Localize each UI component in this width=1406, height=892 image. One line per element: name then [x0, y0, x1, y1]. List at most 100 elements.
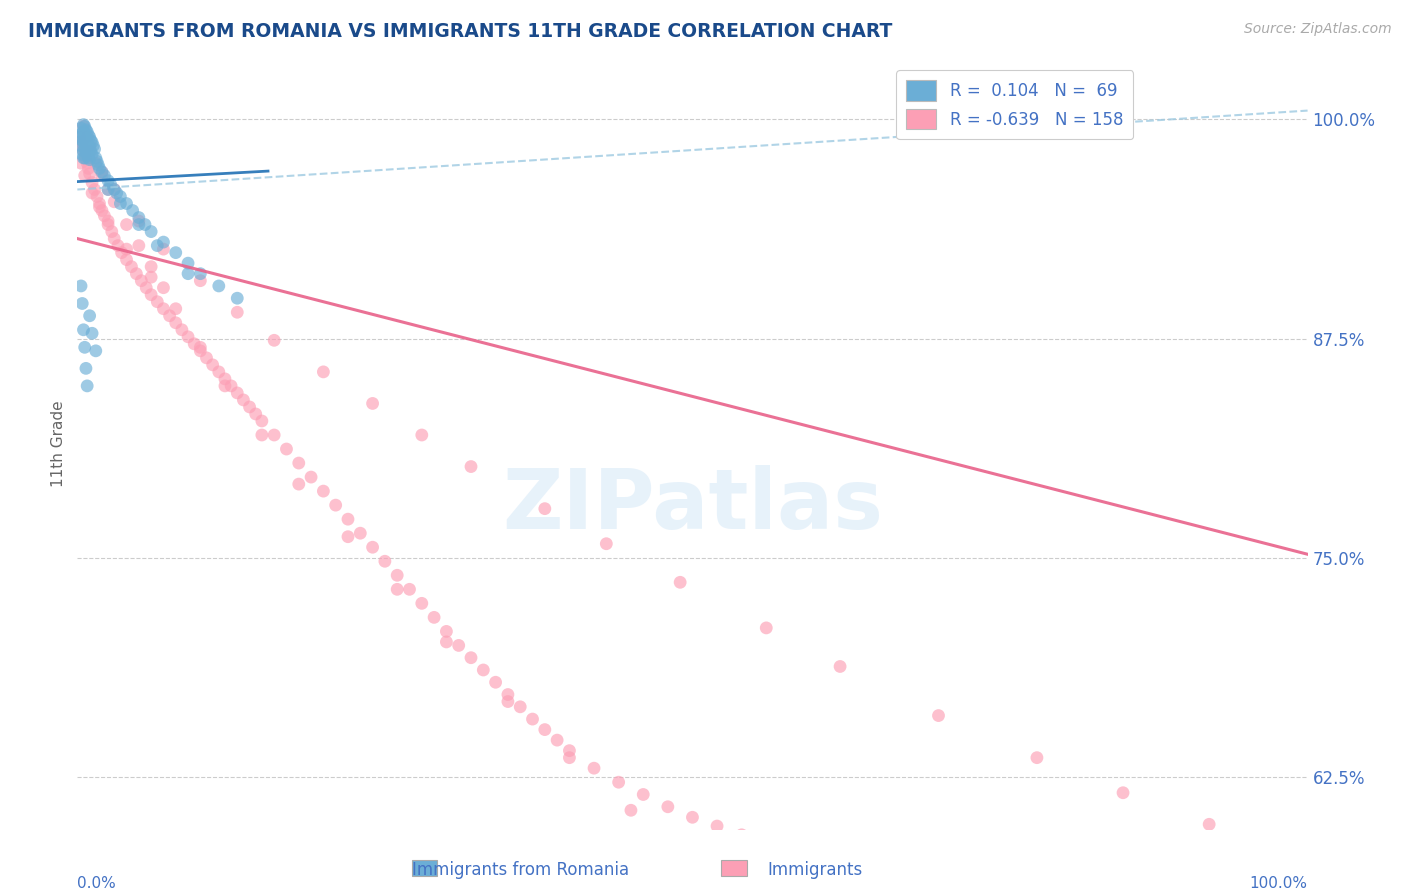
- Point: [90, 165, 114, 179]
- Point: [93, 169, 115, 183]
- Point: [97, 174, 120, 188]
- Point: [75, 144, 97, 158]
- Point: [72, 323, 94, 337]
- Point: [76, 147, 98, 161]
- Point: [73, 340, 96, 354]
- Point: [72, 151, 94, 165]
- Point: [1026, 750, 1049, 764]
- Point: [214, 372, 236, 386]
- Point: [1112, 786, 1135, 800]
- Point: [135, 281, 157, 295]
- Point: [1149, 879, 1171, 892]
- Point: [82, 176, 104, 190]
- Point: [374, 554, 396, 568]
- Point: [496, 694, 519, 708]
- Point: [69, 129, 91, 144]
- Point: [84, 156, 107, 170]
- Point: [83, 142, 105, 156]
- Point: [337, 530, 360, 544]
- Point: [165, 245, 187, 260]
- Point: [77, 151, 100, 165]
- Text: 100.0%: 100.0%: [1250, 876, 1308, 891]
- Point: [485, 675, 508, 690]
- Point: [77, 128, 100, 142]
- Point: [141, 270, 163, 285]
- Text: Immigrants: Immigrants: [768, 861, 863, 879]
- Point: [72, 135, 94, 149]
- Point: [84, 151, 107, 165]
- Point: [125, 267, 148, 281]
- Point: [1174, 880, 1197, 892]
- Point: [245, 407, 267, 421]
- Text: Source: ZipAtlas.com: Source: ZipAtlas.com: [1244, 22, 1392, 37]
- Point: [70, 296, 93, 310]
- Point: [70, 156, 93, 170]
- Point: [534, 723, 557, 737]
- Point: [755, 621, 778, 635]
- Point: [583, 761, 606, 775]
- Point: [325, 498, 347, 512]
- Point: [152, 242, 174, 256]
- Point: [69, 129, 91, 144]
- Point: [411, 428, 433, 442]
- Point: [75, 123, 97, 137]
- Point: [103, 194, 125, 209]
- Point: [226, 291, 249, 305]
- Point: [1026, 870, 1049, 884]
- Point: [90, 165, 114, 179]
- Point: [77, 161, 100, 176]
- Point: [110, 196, 132, 211]
- Point: [82, 147, 104, 161]
- Point: [706, 819, 728, 833]
- Point: [337, 512, 360, 526]
- Point: [509, 699, 531, 714]
- Point: [75, 361, 97, 376]
- Point: [385, 582, 409, 597]
- Point: [82, 186, 104, 200]
- Point: [159, 309, 181, 323]
- Point: [75, 151, 97, 165]
- Point: [177, 330, 200, 344]
- Point: [208, 365, 231, 379]
- Point: [276, 442, 298, 456]
- Point: [1099, 875, 1122, 889]
- Point: [73, 169, 96, 183]
- Point: [232, 392, 254, 407]
- Point: [82, 135, 104, 149]
- Point: [460, 459, 482, 474]
- Point: [522, 712, 544, 726]
- Point: [70, 121, 93, 136]
- Point: [558, 744, 581, 758]
- Point: [152, 281, 174, 295]
- Point: [1001, 868, 1024, 882]
- FancyBboxPatch shape: [721, 860, 747, 876]
- Point: [103, 231, 125, 245]
- Point: [79, 138, 101, 153]
- Text: ZIPatlas: ZIPatlas: [502, 465, 883, 546]
- Point: [903, 861, 925, 875]
- Point: [226, 385, 249, 400]
- Point: [263, 334, 285, 348]
- Point: [669, 575, 692, 590]
- Point: [1247, 886, 1270, 892]
- Point: [103, 182, 125, 196]
- Point: [89, 200, 111, 214]
- Point: [115, 218, 138, 232]
- Point: [830, 659, 852, 673]
- Point: [436, 635, 458, 649]
- Point: [90, 203, 114, 218]
- Point: [188, 267, 212, 281]
- Point: [128, 218, 150, 232]
- Point: [100, 178, 122, 192]
- Point: [188, 343, 212, 358]
- Point: [79, 153, 101, 167]
- Point: [80, 133, 103, 147]
- Point: [436, 624, 458, 639]
- Point: [312, 365, 335, 379]
- Point: [70, 138, 93, 153]
- Point: [312, 484, 335, 499]
- Point: [423, 610, 446, 624]
- Point: [72, 144, 94, 158]
- Point: [201, 358, 224, 372]
- Point: [79, 129, 101, 144]
